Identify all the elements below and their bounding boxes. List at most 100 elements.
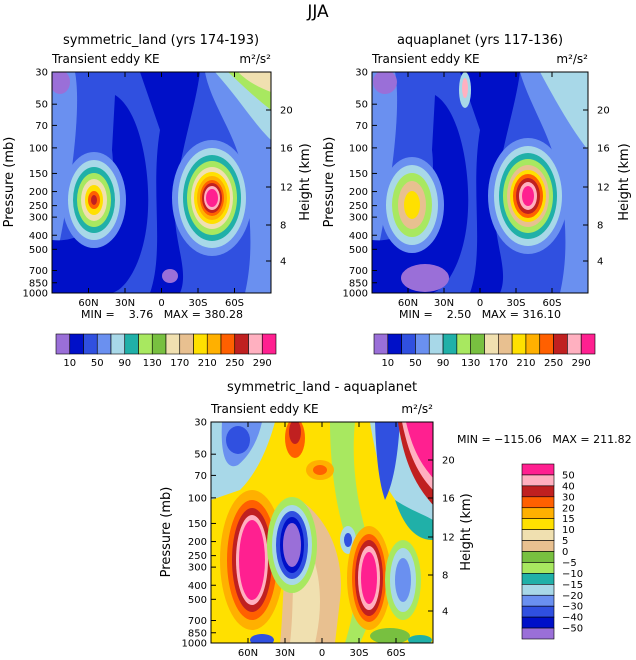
panel-c-top-right-magenta <box>406 422 433 478</box>
panel-c-nhpos-c5 <box>239 520 265 600</box>
colorbar-swatch <box>456 333 471 355</box>
colorbar-label: 10 <box>381 358 394 369</box>
x-tick-label: 30N <box>434 298 454 309</box>
colorbar-swatch <box>428 333 444 355</box>
panel-symmetric-land: symmetric_land (yrs 174-193) Transient e… <box>2 33 313 369</box>
panel-c-subtitle-right: m²/s² <box>401 402 433 416</box>
x-tick-label: 30S <box>349 648 368 659</box>
height-tick-label: 8 <box>597 221 603 232</box>
panel-b-light-band-left <box>372 72 398 260</box>
colorbar-swatch <box>83 333 98 355</box>
panel-c-title: symmetric_land - aquaplanet <box>227 380 417 395</box>
colorbar-label: 15 <box>562 514 575 525</box>
colorbar-label: 10 <box>63 358 76 369</box>
colorbar-swatch <box>470 333 485 355</box>
y-tick-label: 50 <box>355 100 368 111</box>
colorbar-label: −15 <box>562 580 583 591</box>
colorbar-swatch <box>193 333 208 355</box>
colorbar-label: −10 <box>562 569 583 580</box>
colorbar-label: 50 <box>562 470 575 481</box>
y-tick-label: 200 <box>188 537 207 548</box>
y-tick-label: 850 <box>188 628 207 639</box>
colorbar-label: 170 <box>170 358 189 369</box>
y-tick-label: 50 <box>35 100 48 111</box>
panel-b-title: aquaplanet (yrs 117-136) <box>397 33 563 48</box>
x-tick-label: 30S <box>188 298 207 309</box>
colorbar-swatch <box>521 463 555 476</box>
y-tick-label: 150 <box>349 169 368 180</box>
y-tick-label: 70 <box>35 121 48 132</box>
figure-title: JJA <box>306 2 329 22</box>
y-tick-label: 1000 <box>23 289 48 300</box>
x-tick-label: 60S <box>386 648 405 659</box>
colorbar-swatch <box>521 594 555 607</box>
panel-c-right-blue <box>375 422 400 500</box>
panel-a-ylabel: Pressure (mb) <box>2 137 17 228</box>
y-tick-label: 70 <box>355 121 368 132</box>
colorbar-label: 30 <box>562 492 575 503</box>
panel-c-mid-red <box>313 465 327 475</box>
y-tick-label: 300 <box>29 213 48 224</box>
colorbar-swatch <box>234 333 249 355</box>
x-tick-label: 0 <box>477 298 483 309</box>
panel-c-bottom-teal <box>408 635 432 643</box>
y-tick-label: 400 <box>188 581 207 592</box>
colorbar-swatch <box>521 529 555 541</box>
colorbar-swatch <box>401 333 416 355</box>
colorbar-label: 210 <box>516 358 535 369</box>
y-tick-label: 150 <box>188 519 207 530</box>
y-tick-label: 200 <box>349 187 368 198</box>
colorbar-swatch <box>525 333 541 355</box>
colorbar-swatch <box>206 333 222 355</box>
panel-b-colorbar: 10 50 90 130 170 210 250 290 <box>373 333 596 369</box>
panel-a-title: symmetric_land (yrs 174-193) <box>63 33 259 48</box>
x-tick-label: 0 <box>319 648 325 659</box>
colorbar-label: 130 <box>143 358 162 369</box>
colorbar-swatch <box>521 584 555 596</box>
colorbar-label: 90 <box>118 358 131 369</box>
panel-c-stats: MIN = −115.06 MAX = 211.82 <box>457 433 632 446</box>
height-tick-label: 12 <box>280 183 293 194</box>
colorbar-label: 5 <box>562 536 568 547</box>
colorbar-swatch <box>179 333 194 355</box>
y-tick-label: 30 <box>194 418 207 429</box>
panel-a-stats: MIN = 3.76 MAX = 380.28 <box>81 308 243 321</box>
colorbar-swatch <box>138 333 153 355</box>
panel-c-bottom-green <box>370 628 410 643</box>
x-tick-label: 30N <box>275 648 295 659</box>
x-tick-label: 60S <box>225 298 244 309</box>
colorbar-swatch <box>521 485 555 498</box>
colorbar-swatch <box>96 333 112 355</box>
panel-a-upper-right-band <box>205 72 271 293</box>
panel-c-eq-neg-c2 <box>344 533 352 547</box>
x-tick-label: 60N <box>78 298 98 309</box>
y-tick-label: 200 <box>29 187 48 198</box>
y-tick-label: 850 <box>349 278 368 289</box>
y-tick-label: 500 <box>349 245 368 256</box>
y-tick-label: 400 <box>349 231 368 242</box>
y-tick-label: 50 <box>194 450 207 461</box>
y-tick-label: 150 <box>29 169 48 180</box>
height-tick-label: 16 <box>597 144 610 155</box>
y-tick-label: 850 <box>29 278 48 289</box>
height-tick-label: 16 <box>442 494 455 505</box>
panel-a-subtitle-left: Transient eddy KE <box>51 52 160 66</box>
colorbar-swatch <box>373 333 389 355</box>
y-tick-label: 30 <box>35 68 48 79</box>
panel-c-shneg-c3 <box>395 558 411 602</box>
panel-b-subtitle-right: m²/s² <box>556 52 588 66</box>
panel-c-contour-field <box>211 422 433 643</box>
colorbar-label: 250 <box>225 358 244 369</box>
panel-c-bottom-blue <box>250 634 274 643</box>
colorbar-label: 0 <box>562 547 568 558</box>
panel-b-upper-right-band <box>520 72 588 293</box>
colorbar-swatch <box>511 333 527 355</box>
panel-a-contour-field <box>52 72 271 293</box>
colorbar-label: 210 <box>198 358 217 369</box>
colorbar-swatch <box>521 518 555 530</box>
panel-b-purple-top <box>373 72 397 94</box>
colorbar-swatch <box>521 551 555 563</box>
